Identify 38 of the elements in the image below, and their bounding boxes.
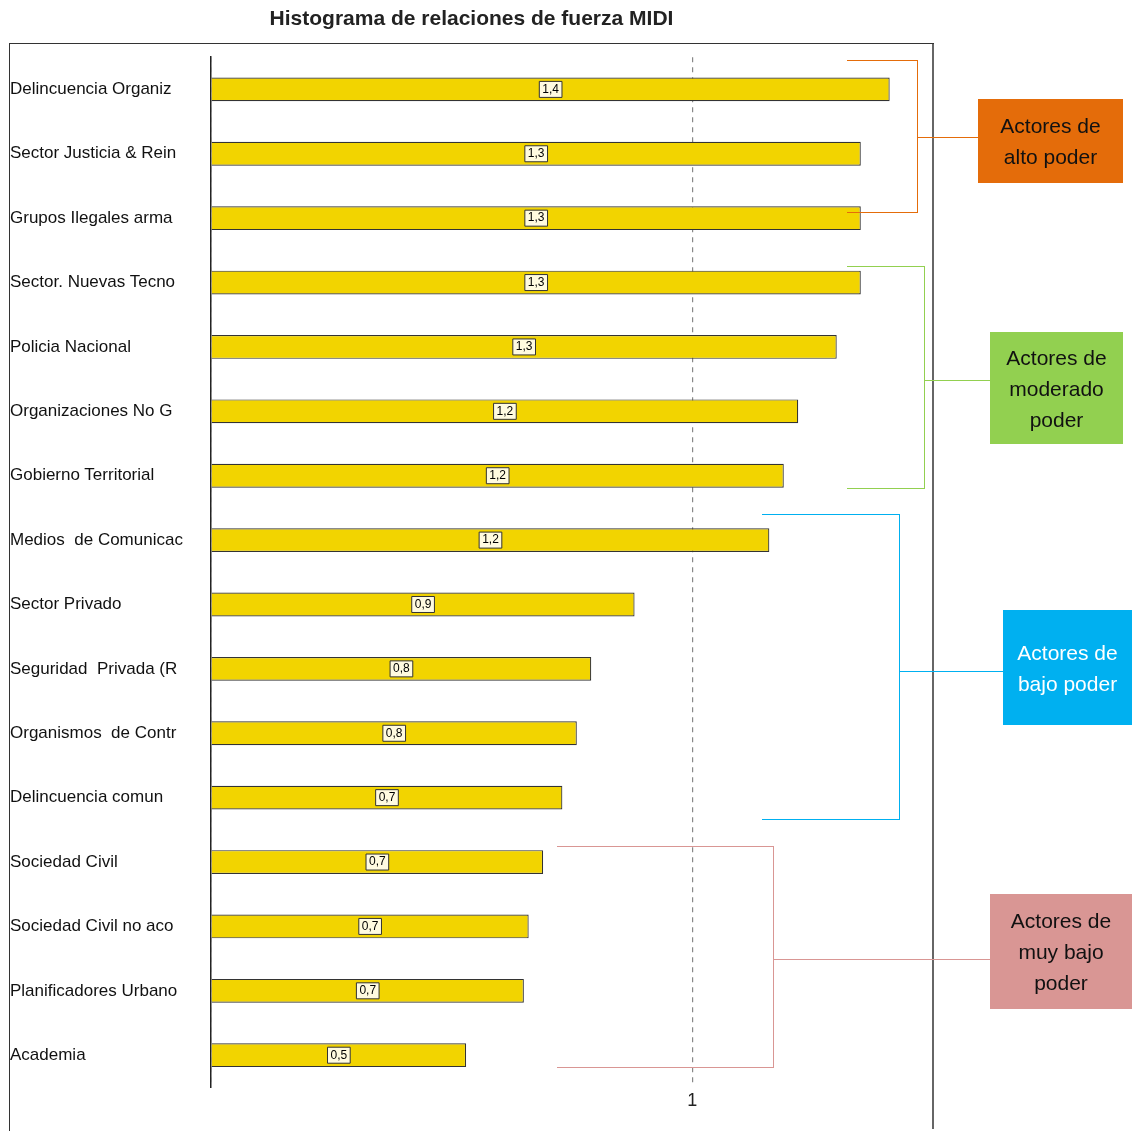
y-tick-label: Seguridad Privada (R: [10, 658, 178, 678]
y-tick-label: Sociedad Civil no aco: [10, 916, 174, 936]
data-label: 1,2: [496, 403, 514, 418]
data-label: 1,3: [527, 146, 545, 161]
data-label: 0,9: [414, 596, 432, 611]
data-label: 0,7: [361, 918, 379, 933]
data-label: 1,3: [527, 274, 545, 289]
text: Actores de alto poder: [978, 99, 1123, 183]
data-label: 0,7: [378, 789, 396, 804]
y-tick-label: Sociedad Civil: [10, 851, 118, 871]
y-tick-label: Delincuencia comun: [10, 787, 164, 807]
y-tick-label: Sector Privado: [10, 594, 122, 614]
data-label: 1,2: [489, 468, 507, 483]
y-tick-label: Delincuencia Organiz: [10, 79, 172, 99]
y-tick-label: Sector Justicia & Rein: [10, 143, 177, 163]
y-tick-label: Organizaciones No G: [10, 401, 173, 421]
y-tick-label: Academia: [10, 1044, 87, 1064]
data-label: 0,8: [385, 725, 403, 740]
y-tick-label: Planificadores Urbano: [10, 980, 178, 1000]
text: Actores de muy bajo poder: [990, 894, 1132, 1009]
y-tick-label: Organismos de Contr: [10, 722, 177, 742]
data-label: 1,2: [482, 532, 500, 547]
text: Actores de bajo poder: [1003, 610, 1132, 725]
data-label: 0,7: [359, 983, 377, 998]
data-label: 0,5: [330, 1047, 348, 1062]
data-label: 1,4: [542, 81, 560, 96]
y-tick-label: Medios de Comunicac: [10, 529, 184, 549]
y-tick-label: Policia Nacional: [10, 336, 131, 356]
y-tick-label: Gobierno Territorial: [10, 465, 155, 485]
y-tick-label: Sector. Nuevas Tecno: [10, 272, 176, 292]
data-label: 0,8: [393, 661, 411, 676]
data-label: 1,3: [515, 339, 533, 354]
data-label: 0,7: [369, 854, 387, 869]
y-tick-label: Grupos Ilegales arma: [10, 207, 174, 227]
data-label: 1,3: [527, 210, 545, 225]
text: Actores de moderado poder: [990, 332, 1123, 444]
chart-title: Histograma de relaciones de fuerza MIDI: [268, 6, 675, 30]
x-tick-label: 1: [687, 1090, 698, 1111]
